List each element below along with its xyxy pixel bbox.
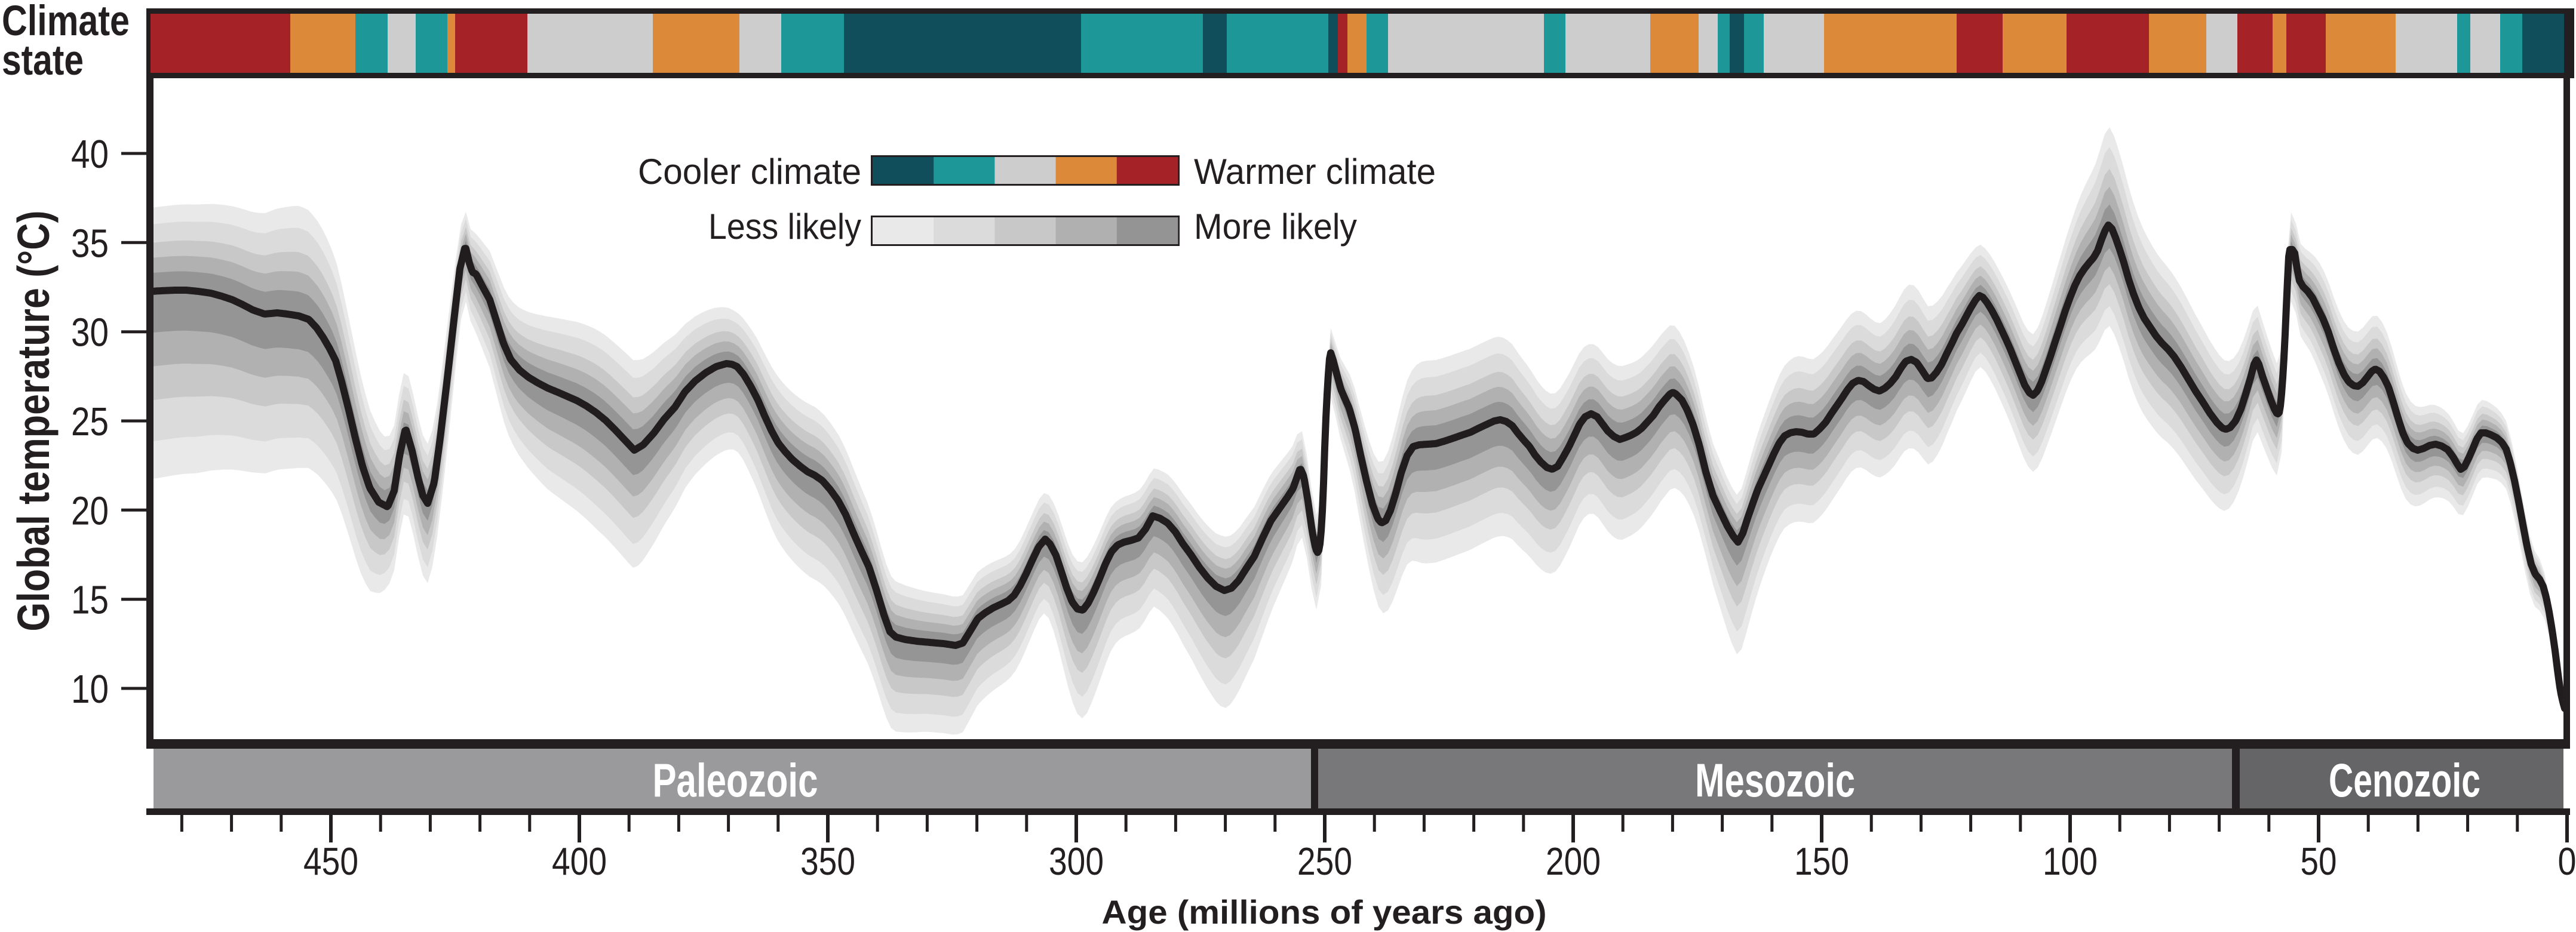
svg-text:10: 10 [71,667,109,712]
svg-text:100: 100 [2043,840,2098,883]
svg-text:Climate: Climate [2,0,130,45]
svg-text:Warmer climate: Warmer climate [1194,152,1436,192]
svg-text:250: 250 [1297,840,1352,883]
svg-text:350: 350 [800,840,855,883]
svg-text:Less likely: Less likely [708,207,861,247]
svg-text:20: 20 [71,488,109,533]
svg-text:200: 200 [1546,840,1601,883]
svg-text:state: state [2,37,84,84]
svg-text:0: 0 [2558,840,2576,883]
svg-text:150: 150 [1794,840,1849,883]
svg-text:Paleozoic: Paleozoic [653,753,818,807]
svg-text:400: 400 [552,840,607,883]
svg-text:300: 300 [1049,840,1104,883]
svg-text:Global temperature (°C): Global temperature (°C) [8,211,59,632]
svg-text:Cooler climate: Cooler climate [638,152,861,192]
svg-text:30: 30 [71,310,109,355]
svg-text:15: 15 [71,578,109,623]
svg-text:40: 40 [71,132,109,177]
svg-text:35: 35 [71,221,109,266]
svg-text:Cenozoic: Cenozoic [2329,753,2480,807]
svg-text:50: 50 [2301,840,2337,883]
svg-text:25: 25 [71,399,109,444]
svg-text:450: 450 [303,840,358,883]
svg-text:More likely: More likely [1194,207,1357,247]
svg-text:Age (millions of years ago): Age (millions of years ago) [1102,893,1547,931]
svg-text:Mesozoic: Mesozoic [1695,753,1855,807]
